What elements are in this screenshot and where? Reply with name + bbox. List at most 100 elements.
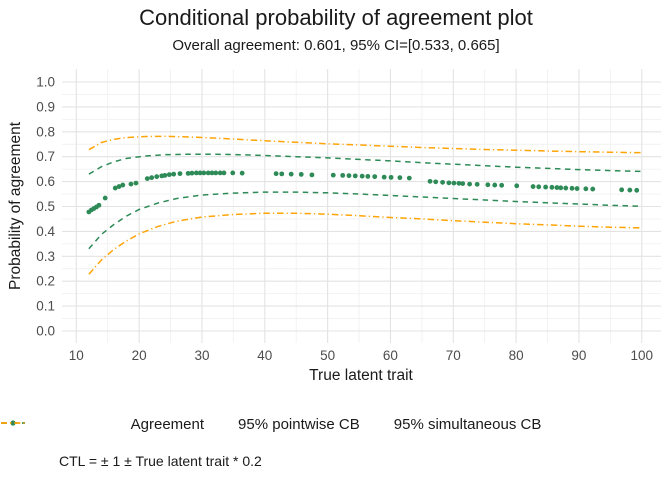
scatter-point xyxy=(583,186,589,192)
scatter-point xyxy=(433,179,439,185)
x-tick-label: 40 xyxy=(257,348,272,363)
scatter-point xyxy=(397,175,403,181)
scatter-point xyxy=(162,172,168,178)
caption-ctl-formula: CTL = ± 1 ± True latent trait * 0.2 xyxy=(59,453,262,469)
x-tick-label: 50 xyxy=(320,348,335,363)
scatter-point xyxy=(189,170,195,176)
scatter-point xyxy=(460,181,466,186)
scatter-point xyxy=(154,174,160,180)
legend-label: 95% simultaneous CB xyxy=(393,416,542,433)
scatter-point xyxy=(102,195,108,201)
legend-label: Agreement xyxy=(130,416,205,433)
scatter-point xyxy=(569,185,575,191)
cb-curve xyxy=(88,191,642,250)
scatter-point xyxy=(133,180,139,186)
scatter-point xyxy=(239,170,245,176)
cb-curve xyxy=(88,135,642,154)
scatter-point xyxy=(451,180,457,186)
x-tick-label: 70 xyxy=(446,348,461,363)
gridlines-major xyxy=(62,69,661,343)
scatter-point xyxy=(359,173,365,179)
scatter-point xyxy=(185,170,191,176)
scatter-point xyxy=(128,181,134,187)
y-axis-title: Probability of agreement xyxy=(7,121,24,290)
scatter-point xyxy=(627,187,633,193)
cb-curve xyxy=(88,212,642,275)
chart-title: Conditional probability of agreement plo… xyxy=(139,5,533,30)
legend-item-simultaneous-cb: 95% simultaneous CB xyxy=(1,416,542,433)
scatter-point xyxy=(514,183,520,189)
x-tick-label: 30 xyxy=(194,348,209,363)
x-tick-label: 80 xyxy=(509,348,524,363)
confidence-band-curves xyxy=(88,135,642,275)
scatter-point xyxy=(209,170,215,176)
scatter-point xyxy=(217,170,223,176)
scatter-point xyxy=(536,184,542,190)
chart-subtitle: Overall agreement: 0.601, 95% CI=[0.533,… xyxy=(172,37,500,54)
x-axis-tick-labels: 10 20 30 40 50 60 70 80 90 100 xyxy=(69,348,653,363)
scatter-point xyxy=(352,173,358,179)
scatter-point xyxy=(492,182,498,188)
scatter-point xyxy=(197,170,203,176)
scatter-point xyxy=(574,186,580,191)
y-axis-tick-labels: 0.0 0.1 0.2 0.3 0.4 0.5 0.6 0.7 0.8 0.9 1.0 xyxy=(36,75,55,339)
simultaneous-cb-line-icon xyxy=(1,422,25,424)
scatter-point xyxy=(298,171,304,177)
scatter-point xyxy=(279,171,285,177)
x-tick-label: 90 xyxy=(571,348,586,363)
scatter-point xyxy=(365,173,371,179)
x-tick-label: 60 xyxy=(383,348,398,363)
scatter-point xyxy=(558,185,564,191)
scatter-point xyxy=(230,170,236,176)
x-tick-label: 100 xyxy=(631,348,654,363)
scatter-point xyxy=(120,182,126,188)
y-tick-label: 0.9 xyxy=(36,99,55,114)
scatter-point xyxy=(427,178,433,184)
scatter-point xyxy=(149,175,155,181)
scatter-point xyxy=(467,181,473,187)
cb-curve xyxy=(88,153,642,175)
scatter-point xyxy=(406,175,412,181)
scatter-point xyxy=(372,174,378,180)
y-tick-label: 0.3 xyxy=(36,249,55,264)
x-tick-label: 10 xyxy=(69,348,84,363)
y-tick-label: 0.4 xyxy=(36,224,55,239)
y-tick-label: 0.0 xyxy=(36,324,55,339)
scatter-point xyxy=(340,172,346,178)
legend-item-agreement: Agreement xyxy=(10,416,205,433)
scatter-point xyxy=(549,184,555,190)
scatter-point xyxy=(499,182,505,188)
scatter-point xyxy=(590,186,596,192)
legend-item-pointwise-cb: 95% pointwise CB xyxy=(1,416,360,433)
scatter-point xyxy=(330,172,336,178)
y-tick-label: 1.0 xyxy=(36,75,55,90)
scatter-point xyxy=(177,171,183,177)
legend-label: 95% pointwise CB xyxy=(238,416,360,433)
scatter-point xyxy=(144,176,150,182)
scatter-point xyxy=(288,171,294,177)
scatter-point xyxy=(381,174,387,180)
y-tick-label: 0.5 xyxy=(36,199,55,214)
y-tick-label: 0.8 xyxy=(36,124,55,139)
scatter-point xyxy=(543,184,549,190)
scatter-point xyxy=(201,170,207,176)
scatter-point xyxy=(456,180,462,186)
agreement-points xyxy=(86,170,640,215)
scatter-point xyxy=(554,185,560,190)
scatter-point xyxy=(309,172,315,178)
scatter-point xyxy=(440,179,445,185)
y-tick-label: 0.6 xyxy=(36,174,55,189)
scatter-point xyxy=(619,187,625,193)
scatter-point xyxy=(116,184,122,189)
scatter-point xyxy=(221,170,227,176)
scatter-point xyxy=(563,185,569,191)
y-tick-label: 0.7 xyxy=(36,149,55,164)
scatter-point xyxy=(96,202,102,208)
legend: Agreement 95% pointwise CB 95% simultane… xyxy=(0,416,672,433)
scatter-point xyxy=(171,171,177,177)
y-tick-label: 0.2 xyxy=(36,274,55,289)
scatter-point xyxy=(634,187,640,193)
scatter-point xyxy=(446,180,452,186)
